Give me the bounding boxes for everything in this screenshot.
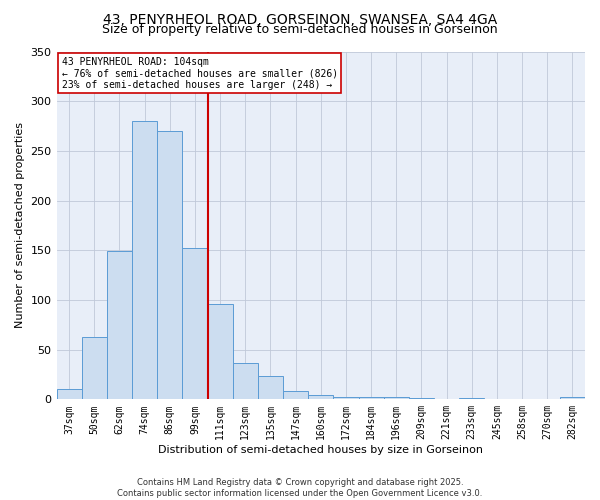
X-axis label: Distribution of semi-detached houses by size in Gorseinon: Distribution of semi-detached houses by … [158, 445, 483, 455]
Bar [132, 121, 157, 400]
Bar [283, 392, 308, 400]
Bar [157, 131, 182, 400]
Bar [359, 398, 383, 400]
Bar [208, 304, 233, 400]
Bar [56, 390, 82, 400]
Text: 43 PENYRHEOL ROAD: 104sqm
← 76% of semi-detached houses are smaller (826)
23% of: 43 PENYRHEOL ROAD: 104sqm ← 76% of semi-… [62, 56, 338, 90]
Text: Size of property relative to semi-detached houses in Gorseinon: Size of property relative to semi-detach… [102, 22, 498, 36]
Text: 43, PENYRHEOL ROAD, GORSEINON, SWANSEA, SA4 4GA: 43, PENYRHEOL ROAD, GORSEINON, SWANSEA, … [103, 12, 497, 26]
Y-axis label: Number of semi-detached properties: Number of semi-detached properties [15, 122, 25, 328]
Bar [334, 398, 359, 400]
Bar [409, 398, 434, 400]
Text: Contains HM Land Registry data © Crown copyright and database right 2025.
Contai: Contains HM Land Registry data © Crown c… [118, 478, 482, 498]
Bar [107, 252, 132, 400]
Bar [383, 398, 409, 400]
Bar [560, 398, 585, 400]
Bar [182, 248, 208, 400]
Bar [459, 398, 484, 400]
Bar [258, 376, 283, 400]
Bar [233, 362, 258, 400]
Bar [308, 396, 334, 400]
Bar [82, 336, 107, 400]
